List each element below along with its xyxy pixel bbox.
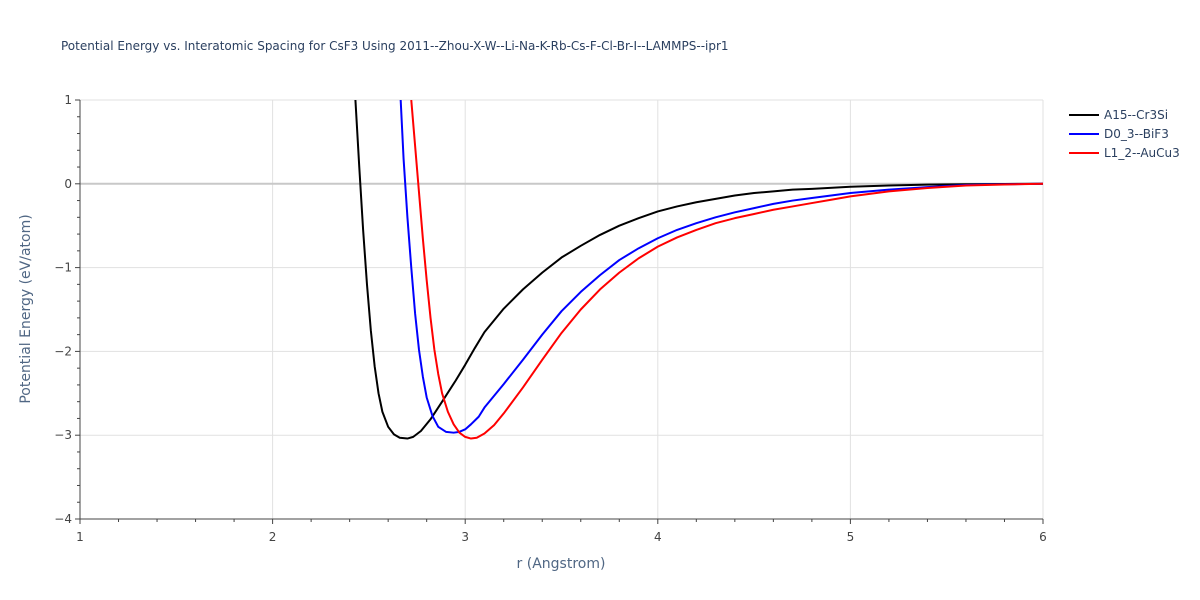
legend-item-2[interactable]: L1_2--AuCu3 — [1069, 146, 1180, 160]
x-tick-label-2: 3 — [461, 530, 469, 544]
series-line-2 — [410, 100, 1043, 440]
x-tick-label-3: 4 — [654, 530, 662, 544]
tick-labels: 1 2 3 4 5 6 −4 −3 −2 −1 0 1 — [54, 93, 1047, 544]
x-tick-label-1: 2 — [269, 530, 277, 544]
y-tick-label-3: −1 — [54, 261, 72, 275]
x-axis-title: r (Angstrom) — [517, 556, 606, 572]
legend-item-0[interactable]: A15--Cr3Si — [1069, 108, 1168, 122]
grid — [80, 99, 1044, 519]
legend-item-1[interactable]: D0_3--BiF3 — [1069, 127, 1169, 141]
x-tick-label-0: 1 — [76, 530, 84, 544]
y-tick-label-2: −2 — [54, 344, 72, 358]
legend[interactable]: A15--Cr3Si D0_3--BiF3 L1_2--AuCu3 — [1069, 108, 1180, 160]
y-tick-label-5: 1 — [64, 93, 72, 107]
x-tick-label-4: 5 — [847, 530, 855, 544]
series-line-0 — [354, 100, 1043, 440]
y-tick-label-1: −3 — [54, 428, 72, 442]
y-tick-label-4: 0 — [64, 177, 72, 191]
y-axis-title: Potential Energy (eV/atom) — [18, 214, 34, 403]
y-tick-label-0: −4 — [54, 512, 72, 526]
axes — [75, 99, 1044, 524]
x-tick-label-5: 6 — [1039, 530, 1047, 544]
plot-lines — [354, 100, 1043, 440]
legend-label-1: D0_3--BiF3 — [1104, 127, 1169, 141]
series-line-1 — [399, 100, 1043, 434]
legend-label-2: L1_2--AuCu3 — [1104, 146, 1180, 160]
chart-title: Potential Energy vs. Interatomic Spacing… — [61, 39, 729, 53]
legend-label-0: A15--Cr3Si — [1104, 108, 1168, 122]
